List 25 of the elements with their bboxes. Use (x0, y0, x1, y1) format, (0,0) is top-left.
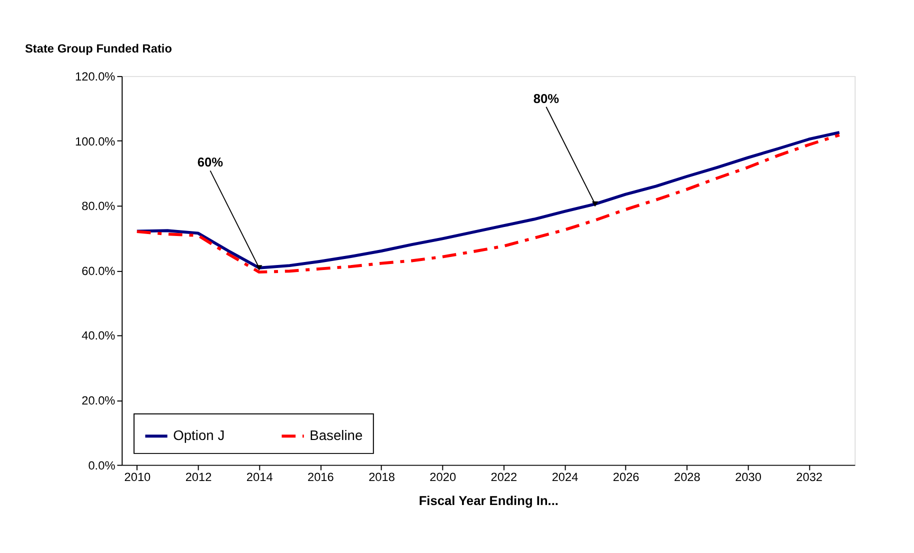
chart-title: State Group Funded Ratio (25, 41, 172, 56)
x-tick-label: 2010 (124, 470, 152, 484)
x-tick-label: 2032 (796, 470, 823, 484)
y-tick-label: 40.0% (82, 328, 116, 343)
x-tick-label: 2012 (185, 470, 212, 484)
y-tick-label: 100.0% (75, 134, 116, 148)
x-tick-label: 2018 (368, 470, 396, 484)
x-tick-label: 2026 (612, 470, 640, 484)
y-tick-label: 80.0% (82, 199, 116, 214)
legend-label: Baseline (310, 427, 363, 444)
x-tick-label: 2028 (674, 470, 701, 484)
x-tick-label: 2030 (735, 470, 762, 484)
y-tick-label: 60.0% (82, 264, 116, 278)
x-axis-title: Fiscal Year Ending In... (418, 492, 558, 508)
legend-label: Option J (173, 427, 225, 444)
annotation: 60% (197, 154, 224, 170)
y-tick-label: 120.0% (75, 70, 116, 84)
x-tick-label: 2020 (430, 470, 456, 484)
x-tick-label: 2024 (552, 470, 579, 484)
y-tick-label: 20.0% (82, 393, 116, 408)
x-tick-label: 2022 (490, 470, 518, 484)
annotation: 80% (533, 90, 560, 106)
x-tick-label: 2014 (246, 470, 274, 484)
y-tick-label: 0.0% (88, 458, 116, 472)
x-tick-label: 2016 (307, 470, 334, 484)
